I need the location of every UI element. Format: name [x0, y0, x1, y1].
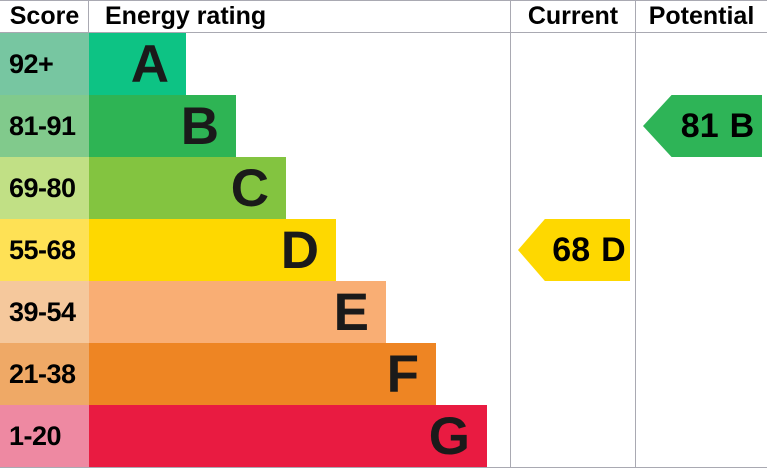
score-range-cell: 21-38: [0, 343, 89, 405]
score-range-label: 21-38: [9, 358, 76, 389]
current-score-value: 68: [552, 230, 591, 269]
column-header-current: Current: [527, 1, 619, 30]
rating-band-row: 1-20 G: [0, 405, 487, 467]
rating-band-row: 55-68 D: [0, 219, 336, 281]
rating-band-row: 21-38 F: [0, 343, 436, 405]
grade-letter: F: [386, 344, 419, 404]
grade-letter: E: [333, 282, 369, 342]
current-grade-letter: D: [601, 230, 626, 269]
score-range-cell: 39-54: [0, 281, 89, 343]
score-column-separator-line: [88, 0, 89, 33]
score-range-label: 81-91: [9, 110, 76, 141]
column-header-potential: Potential: [648, 1, 755, 30]
rating-band-row: 69-80 C: [0, 157, 286, 219]
rating-band-bar: E: [89, 281, 386, 343]
header-underline: [0, 32, 767, 33]
rating-band-row: 92+ A: [0, 33, 186, 95]
table-bottom-border-line: [0, 467, 767, 468]
grade-letter: B: [180, 96, 219, 156]
rating-band-bar: D: [89, 219, 336, 281]
column-header-energy-rating: Energy rating: [105, 1, 267, 30]
rating-band-row: 81-91 B: [0, 95, 236, 157]
grade-letter: D: [280, 220, 319, 280]
score-range-label: 92+: [9, 48, 54, 79]
score-range-cell: 69-80: [0, 157, 89, 219]
score-range-cell: 92+: [0, 33, 89, 95]
rating-band-bar: G: [89, 405, 487, 467]
rating-band-bar: A: [89, 33, 186, 95]
table-top-border-line: [0, 0, 767, 1]
rating-band-bar: B: [89, 95, 236, 157]
score-range-cell: 81-91: [0, 95, 89, 157]
score-range-label: 1-20: [9, 420, 62, 451]
rating-band-bar: F: [89, 343, 436, 405]
column-header-score: Score: [9, 1, 80, 30]
score-range-cell: 55-68: [0, 219, 89, 281]
grade-letter: C: [230, 158, 269, 218]
score-range-cell: 1-20: [0, 405, 89, 467]
rating-band-bar: C: [89, 157, 286, 219]
grade-letter: A: [130, 34, 169, 94]
potential-rating-arrow: 81 B: [643, 95, 762, 157]
current-rating-arrow: 68 D: [518, 219, 630, 281]
potential-grade-letter: B: [729, 106, 755, 145]
rating-band-row: 39-54 E: [0, 281, 386, 343]
score-range-label: 69-80: [9, 172, 76, 203]
score-range-label: 55-68: [9, 234, 76, 265]
potential-score-value: 81: [680, 106, 719, 145]
score-range-label: 39-54: [9, 296, 76, 327]
potential-column-separator-line: [635, 0, 636, 468]
grade-letter: G: [428, 406, 470, 466]
current-column-separator-line: [510, 0, 511, 468]
